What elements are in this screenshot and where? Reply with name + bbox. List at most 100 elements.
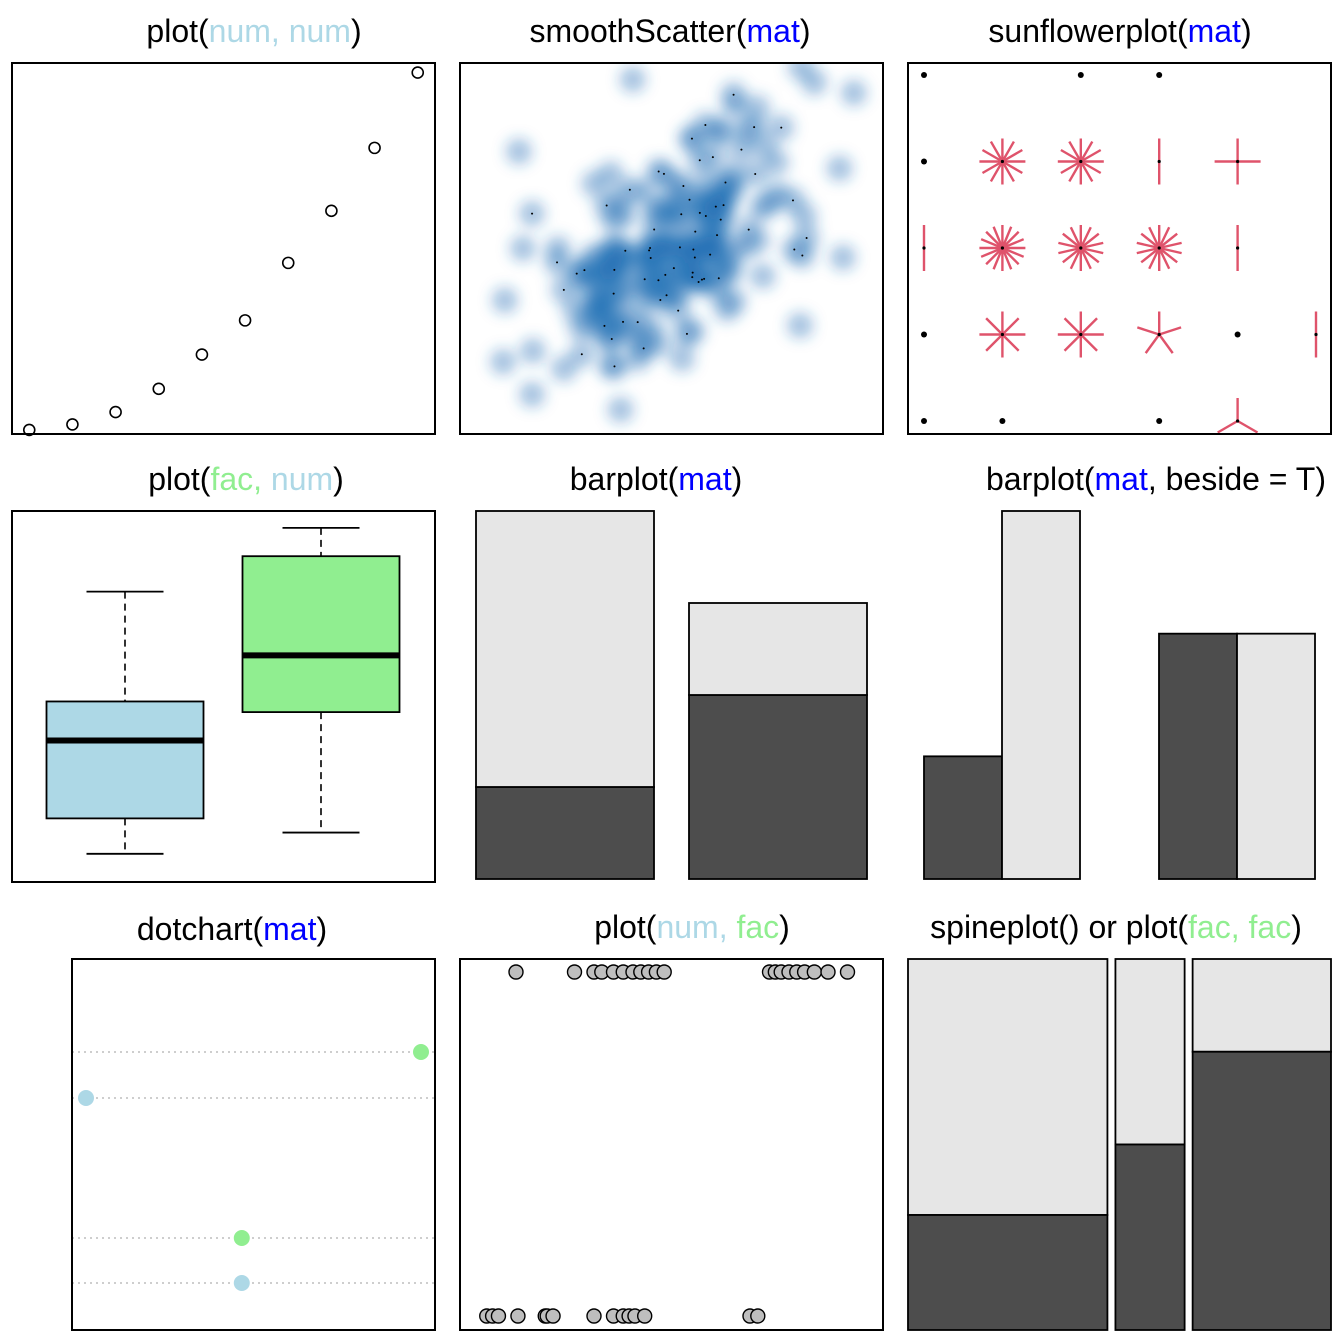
title-fn: plot( (594, 909, 657, 945)
density-blob (561, 296, 588, 323)
density-dot (700, 278, 703, 281)
density-blob (692, 187, 719, 214)
box-body (45, 700, 205, 820)
bar (1001, 510, 1081, 880)
density-dot (688, 198, 691, 201)
title-close: ) (800, 13, 811, 49)
density-dot (780, 126, 783, 129)
title-arg: mat (1188, 13, 1241, 49)
density-blob (829, 244, 856, 271)
bar (1236, 632, 1316, 880)
density-dot (662, 172, 665, 175)
spine-light (1114, 958, 1186, 1146)
density-blob (826, 155, 853, 182)
density-blob (749, 263, 776, 290)
title-fn: barplot( (570, 461, 679, 497)
petal (1001, 247, 1020, 266)
petal (1140, 247, 1160, 264)
petal (1001, 333, 1020, 352)
density-dot (624, 249, 627, 252)
density-dot (613, 268, 616, 271)
density-dot (690, 137, 693, 140)
jitter-point-bottom (490, 1308, 507, 1324)
jitter-point-bottom (545, 1308, 561, 1324)
petal (1001, 230, 1020, 249)
sunflower-point (1077, 72, 1084, 78)
title-plot-num-num: plot(num, num) (146, 13, 361, 49)
density-dot (691, 276, 694, 279)
petal (1080, 232, 1100, 249)
density-dot (801, 254, 804, 257)
title-close: ) (779, 909, 790, 945)
petal (981, 148, 1004, 163)
sunflower-center (1236, 159, 1240, 164)
petal (1158, 247, 1171, 270)
sunflower-center (1079, 332, 1083, 337)
density-blob (619, 66, 646, 93)
density-dot (680, 213, 683, 216)
sunflower-point (1156, 418, 1163, 424)
petal (989, 140, 1004, 163)
plot-frame (459, 958, 884, 1331)
density-blob (505, 138, 532, 165)
density-blob (947, 87, 973, 113)
petal (1063, 333, 1082, 352)
title-plot-fac-num: plot(fac, num) (148, 461, 344, 497)
density-blob (624, 345, 651, 372)
petal (1158, 247, 1178, 264)
petal (981, 160, 1004, 175)
jitter-point-bottom (637, 1308, 653, 1324)
density-blob (787, 312, 814, 339)
density-dot (556, 261, 559, 264)
title-arg: num (271, 461, 333, 497)
petal (1158, 246, 1182, 255)
density-dot (698, 159, 701, 162)
petal (1001, 317, 1020, 336)
title-fn: plot( (148, 461, 211, 497)
box (241, 526, 401, 834)
sunflower (1214, 138, 1261, 185)
scatter-point (152, 382, 166, 396)
panel-boxplot (11, 510, 436, 883)
sunflower (922, 225, 926, 271)
title-arg: mat (746, 13, 799, 49)
title-arg: fac (736, 909, 779, 945)
petal (1001, 226, 1013, 249)
petal (1079, 247, 1092, 270)
sunflower-point (999, 418, 1006, 424)
petal (1058, 241, 1082, 250)
scatter-point (325, 204, 338, 218)
spine-dark (907, 1214, 1109, 1331)
petal (1060, 148, 1082, 163)
jitter-point-top (508, 964, 524, 980)
title-close: ) (333, 461, 344, 497)
sunflower (1314, 311, 1318, 358)
petal (1063, 317, 1082, 336)
panel-barplot-beside (923, 510, 1316, 880)
density-dot (732, 93, 735, 96)
petal (1001, 247, 1013, 270)
density-blob (519, 381, 546, 408)
density-dot (717, 277, 720, 280)
density-blob (720, 287, 747, 314)
scatter-point (238, 314, 252, 327)
density-dot (583, 269, 586, 272)
title-arg: fac (1249, 909, 1292, 945)
title-barplot-stacked: barplot(mat) (570, 461, 743, 497)
density-dot (793, 248, 796, 251)
title-fn: plot( (146, 13, 209, 49)
spine-light (1191, 958, 1332, 1053)
density-dot (685, 332, 688, 335)
title-arg: mat (678, 461, 731, 497)
plot-frame (459, 62, 884, 435)
petal (992, 226, 1004, 249)
jitter-point-top (656, 964, 672, 980)
petal (1062, 247, 1082, 264)
density-blob (840, 79, 867, 106)
dot (233, 1275, 250, 1291)
title-barplot-beside: barplot(mat, beside = T) (986, 461, 1326, 497)
density-dot (664, 273, 667, 276)
panel-jitter-plot (459, 958, 884, 1331)
plot-frame (907, 62, 1332, 435)
density-blob (687, 231, 714, 258)
